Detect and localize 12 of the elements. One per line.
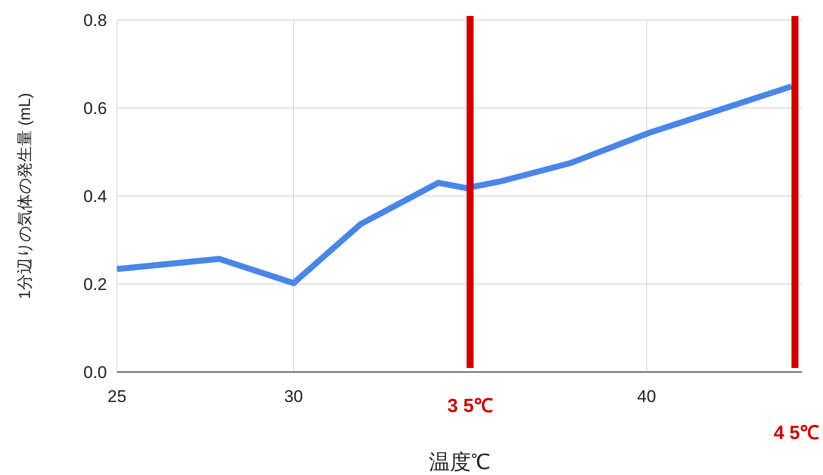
- y-tick-label: 0.6: [83, 99, 107, 118]
- y-tick-label: 0.4: [83, 187, 107, 206]
- ref-line-label: 3 5℃: [447, 396, 493, 417]
- y-axis-title: 1分辺りの気体の発生量 (mL): [16, 92, 34, 300]
- x-tick-label: 25: [108, 387, 126, 406]
- ref-line-label: 4 5℃: [774, 423, 819, 444]
- y-tick-label: 0.0: [83, 363, 107, 382]
- x-axis-title: 温度℃: [429, 451, 490, 474]
- y-tick-label: 0.8: [83, 11, 107, 30]
- x-tick-label: 30: [284, 387, 304, 406]
- y-tick-label: 0.2: [83, 275, 107, 294]
- x-tick-label: 40: [637, 387, 656, 406]
